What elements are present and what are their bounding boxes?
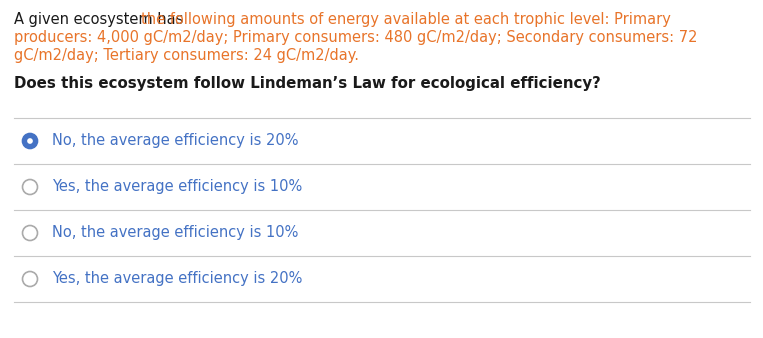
Circle shape <box>22 179 37 194</box>
Text: Does this ecosystem follow Lindeman’s Law for ecological efficiency?: Does this ecosystem follow Lindeman’s La… <box>14 76 600 91</box>
Text: Yes, the average efficiency is 20%: Yes, the average efficiency is 20% <box>52 271 302 287</box>
Circle shape <box>27 138 33 144</box>
Text: No, the average efficiency is 20%: No, the average efficiency is 20% <box>52 134 298 148</box>
Text: A given ecosystem has: A given ecosystem has <box>14 12 188 27</box>
Text: Yes, the average efficiency is 10%: Yes, the average efficiency is 10% <box>52 179 302 194</box>
Text: producers: 4,000 gC/m2/day; Primary consumers: 480 gC/m2/day; Secondary consumer: producers: 4,000 gC/m2/day; Primary cons… <box>14 30 697 45</box>
Text: No, the average efficiency is 10%: No, the average efficiency is 10% <box>52 225 298 241</box>
Text: the following amounts of energy available at each trophic level: Primary: the following amounts of energy availabl… <box>141 12 671 27</box>
Circle shape <box>22 225 37 241</box>
Circle shape <box>22 271 37 287</box>
Circle shape <box>22 134 37 148</box>
Text: gC/m2/day; Tertiary consumers: 24 gC/m2/day.: gC/m2/day; Tertiary consumers: 24 gC/m2/… <box>14 48 359 63</box>
